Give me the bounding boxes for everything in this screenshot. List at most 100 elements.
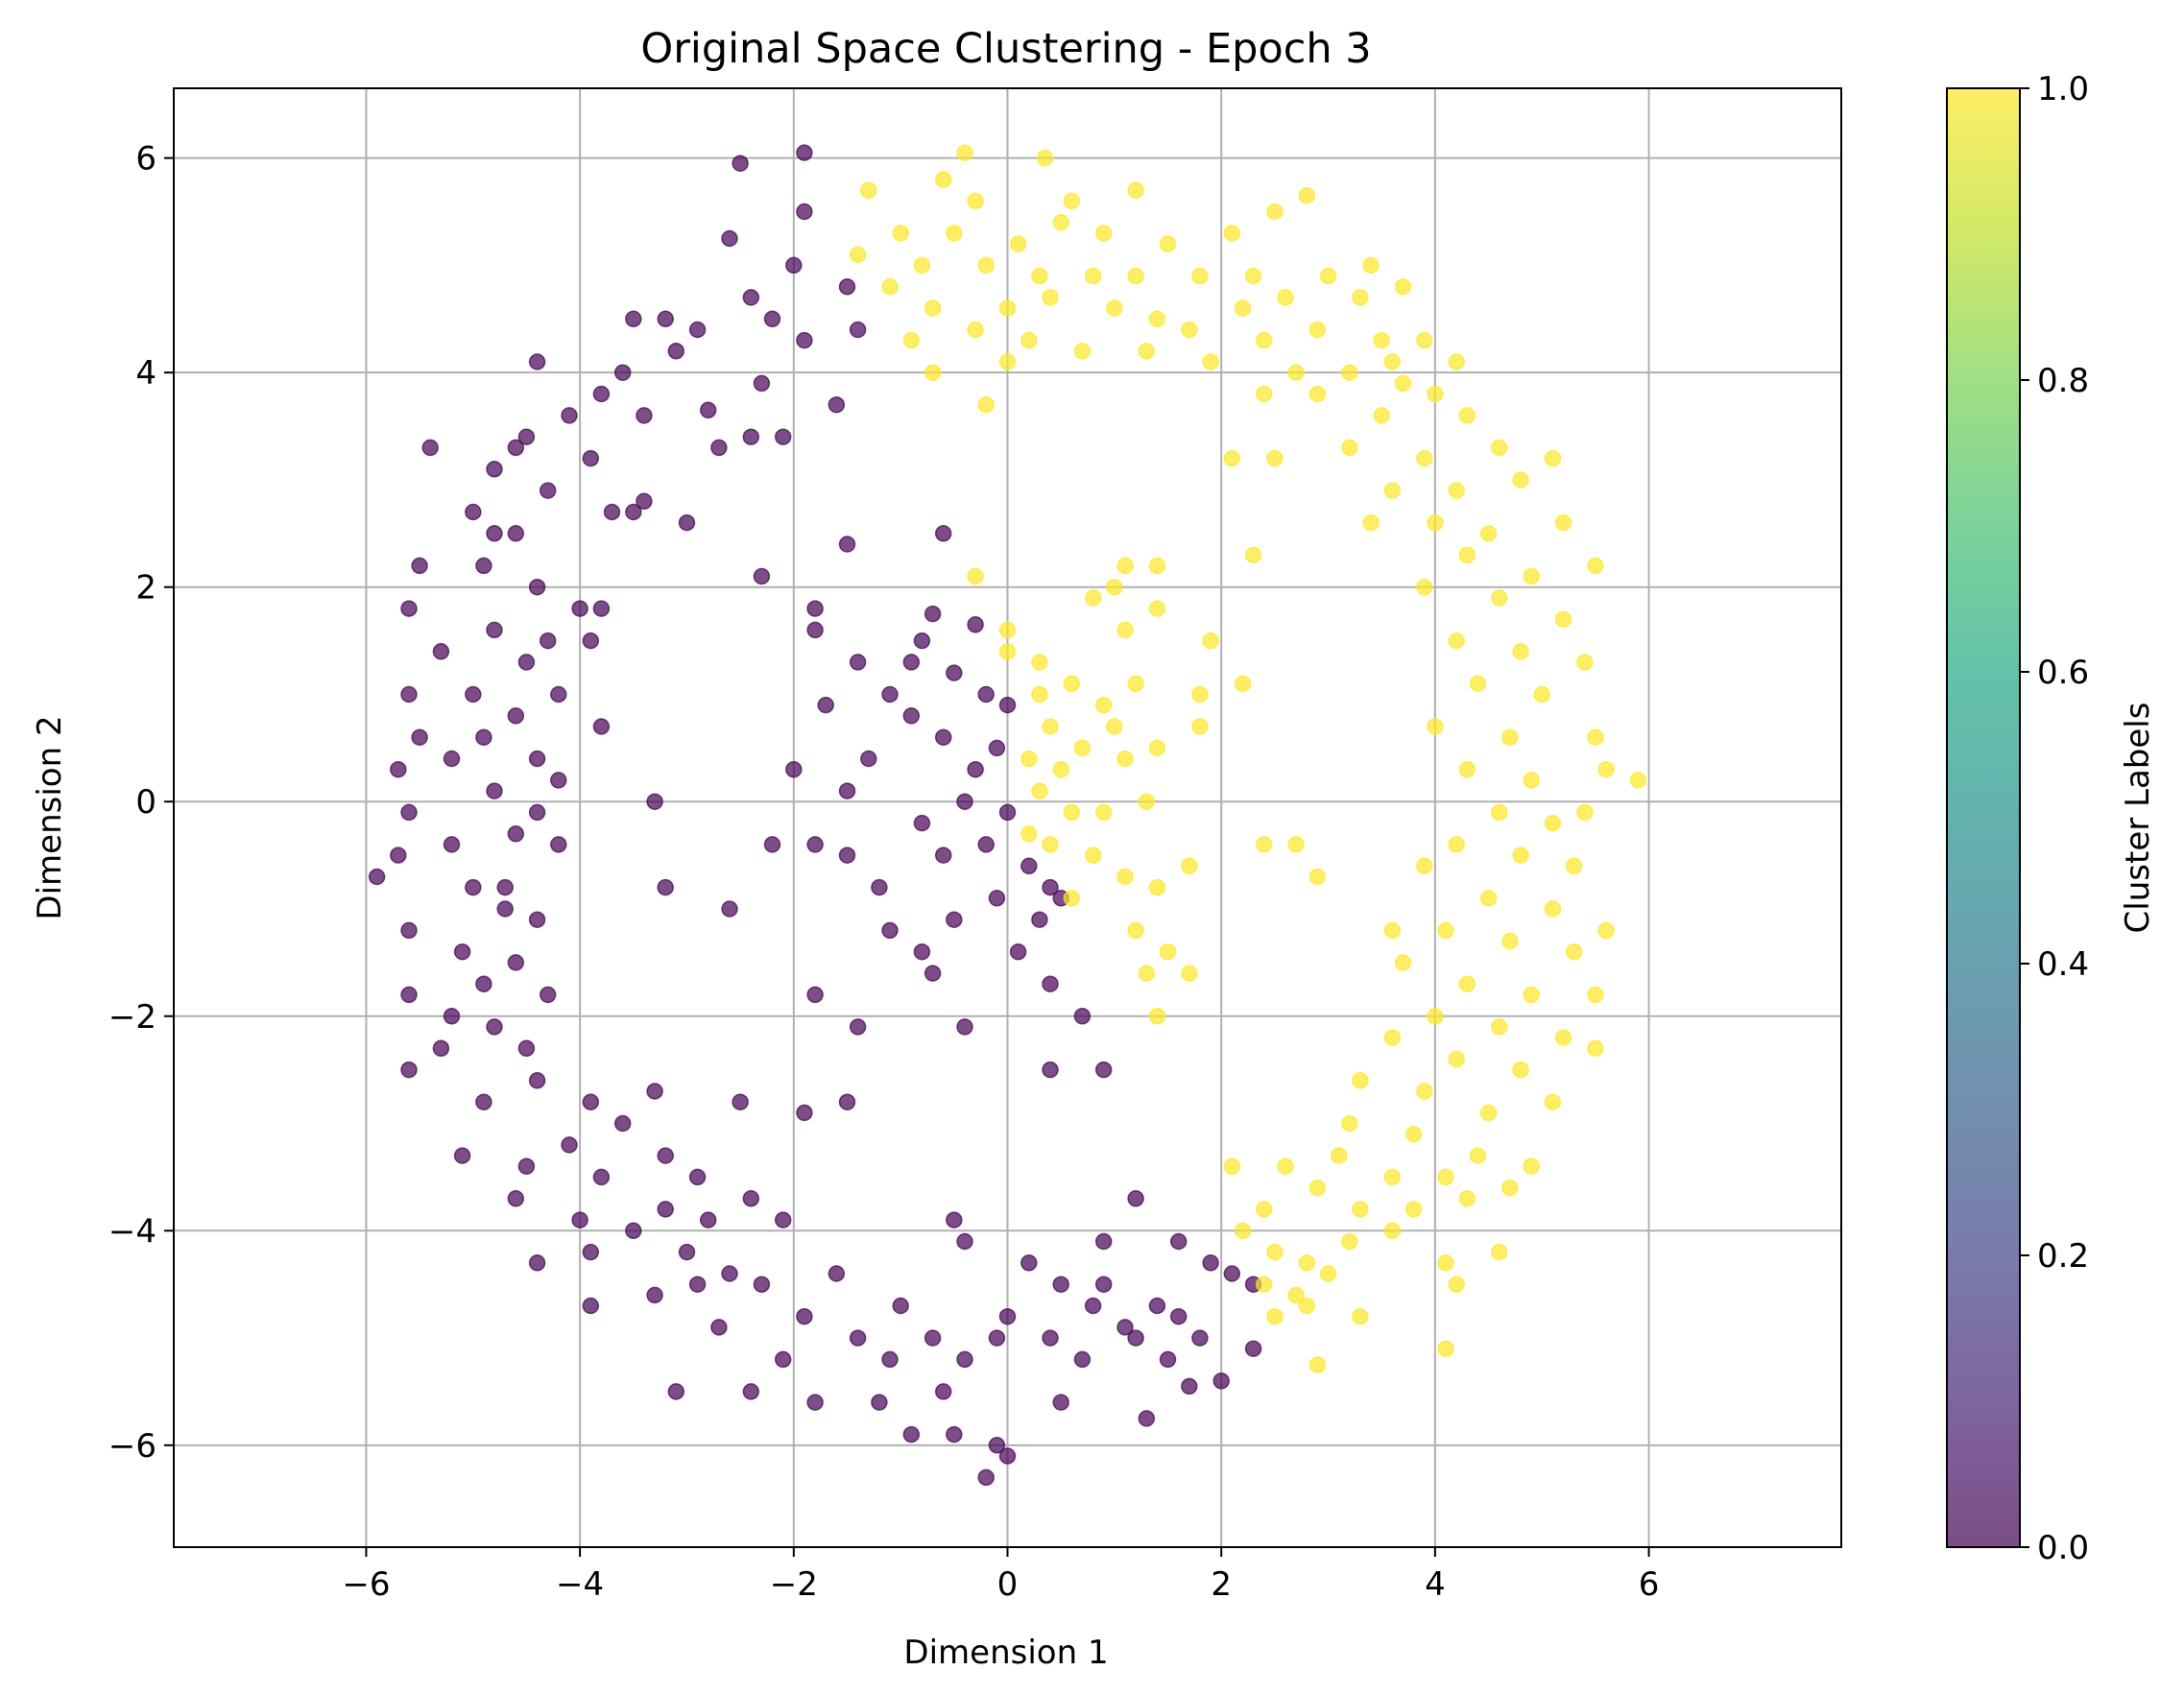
scatter-point-cluster-1 [1287, 1286, 1305, 1304]
scatter-point-cluster-0 [1094, 1061, 1113, 1079]
scatter-point-cluster-0 [667, 1383, 685, 1400]
scatter-point-cluster-1 [1544, 814, 1562, 832]
scatter-point-cluster-1 [1036, 149, 1054, 167]
scatter-point-cluster-1 [1255, 385, 1273, 403]
scatter-point-cluster-0 [421, 439, 439, 457]
scatter-point-cluster-0 [432, 643, 450, 660]
scatter-point-cluster-0 [828, 395, 846, 414]
scatter-point-cluster-1 [1223, 225, 1241, 242]
scatter-point-cluster-0 [871, 1394, 888, 1411]
scatter-point-cluster-0 [475, 557, 492, 575]
scatter-point-cluster-0 [507, 439, 525, 457]
y-tick-label: −2 [108, 998, 156, 1037]
scatter-point-cluster-1 [1587, 557, 1604, 575]
scatter-point-cluster-0 [475, 728, 492, 746]
scatter-point-cluster-1 [1523, 986, 1540, 1004]
colorbar-tick-label: 1.0 [2037, 70, 2089, 108]
scatter-point-cluster-1 [1565, 942, 1583, 961]
scatter-point-cluster-0 [838, 536, 856, 553]
scatter-point-cluster-1 [1501, 728, 1519, 746]
scatter-point-cluster-0 [998, 1307, 1017, 1325]
scatter-point-cluster-1 [1148, 1008, 1166, 1025]
scatter-point-cluster-1 [1330, 1147, 1348, 1164]
scatter-point-cluster-0 [507, 825, 525, 843]
scatter-point-cluster-1 [1416, 857, 1433, 875]
scatter-point-cluster-1 [1490, 1243, 1508, 1261]
scatter-point-cluster-1 [1042, 289, 1059, 306]
scatter-point-cluster-1 [1234, 299, 1252, 317]
scatter-point-cluster-0 [1116, 1319, 1134, 1336]
scatter-point-cluster-1 [1138, 965, 1156, 982]
scatter-point-cluster-0 [871, 878, 888, 896]
scatter-point-cluster-0 [550, 685, 567, 704]
scatter-point-cluster-0 [657, 1201, 674, 1218]
scatter-point-cluster-1 [1404, 1125, 1423, 1143]
scatter-point-cluster-1 [1341, 1114, 1358, 1133]
scatter-point-cluster-0 [881, 921, 899, 940]
scatter-point-cluster-1 [967, 567, 984, 585]
scatter-point-cluster-1 [1308, 385, 1327, 403]
scatter-point-cluster-0 [956, 1232, 973, 1251]
scatter-point-cluster-1 [1587, 728, 1604, 746]
scatter-point-cluster-1 [1255, 1276, 1273, 1293]
scatter-point-cluster-0 [475, 975, 492, 992]
scatter-point-cluster-1 [1416, 331, 1433, 349]
scatter-point-cluster-1 [1554, 513, 1572, 532]
scatter-point-cluster-0 [742, 428, 760, 445]
scatter-point-cluster-1 [1416, 449, 1433, 467]
scatter-point-cluster-0 [742, 1383, 760, 1400]
scatter-point-cluster-0 [517, 1157, 536, 1175]
scatter-point-cluster-0 [1223, 1265, 1241, 1282]
scatter-point-cluster-0 [368, 868, 386, 886]
scatter-point-cluster-1 [1277, 289, 1294, 306]
scatter-point-cluster-1 [1063, 803, 1081, 822]
scatter-point-cluster-0 [998, 803, 1017, 822]
scatter-point-cluster-0 [1169, 1307, 1188, 1325]
scatter-point-cluster-1 [1437, 1254, 1454, 1272]
scatter-point-cluster-1 [1020, 750, 1038, 768]
scatter-point-cluster-0 [539, 632, 557, 650]
scatter-point-cluster-1 [1383, 353, 1402, 370]
scatter-point-cluster-1 [1009, 235, 1027, 252]
scatter-point-cluster-0 [806, 1394, 824, 1411]
scatter-point-cluster-1 [1073, 739, 1092, 757]
scatter-point-cluster-0 [946, 664, 963, 681]
scatter-point-cluster-1 [1127, 921, 1144, 940]
scatter-point-cluster-0 [1042, 1329, 1059, 1347]
scatter-point-cluster-1 [1052, 213, 1069, 231]
scatter-point-cluster-0 [1052, 1394, 1069, 1411]
x-tick-label: −6 [342, 1565, 390, 1604]
scatter-point-cluster-0 [1138, 1410, 1156, 1427]
scatter-point-cluster-1 [1106, 718, 1123, 735]
scatter-point-cluster-0 [913, 632, 931, 650]
scatter-point-cluster-0 [838, 1093, 856, 1110]
scatter-point-cluster-0 [517, 1039, 536, 1058]
scatter-point-cluster-1 [1469, 1147, 1487, 1164]
scatter-point-cluster-0 [539, 482, 557, 499]
scatter-point-cluster-0 [1052, 1276, 1069, 1293]
scatter-point-cluster-1 [946, 225, 963, 242]
chart-title: Original Space Clustering - Epoch 3 [640, 25, 1371, 73]
scatter-point-cluster-1 [1352, 289, 1369, 306]
scatter-point-cluster-1 [1031, 267, 1048, 285]
scatter-point-cluster-0 [528, 1072, 546, 1089]
scatter-point-cluster-1 [1469, 675, 1487, 693]
scatter-point-cluster-1 [1383, 921, 1402, 940]
scatter-point-cluster-0 [443, 750, 461, 768]
scatter-point-cluster-0 [486, 1018, 503, 1036]
colorbar-tick-label: 0.0 [2037, 1529, 2089, 1567]
scatter-point-cluster-1 [1394, 278, 1412, 296]
scatter-point-cluster-1 [1138, 343, 1156, 360]
scatter-point-cluster-0 [517, 654, 536, 671]
scatter-point-cluster-0 [582, 632, 600, 650]
scatter-point-cluster-0 [561, 407, 578, 424]
scatter-point-cluster-1 [934, 171, 952, 188]
scatter-point-cluster-1 [1341, 439, 1358, 457]
scatter-point-cluster-0 [956, 1350, 973, 1369]
scatter-point-cluster-0 [400, 803, 418, 822]
scatter-point-cluster-1 [1416, 1083, 1433, 1100]
scatter-point-cluster-1 [1266, 1307, 1284, 1325]
scatter-point-cluster-0 [582, 1243, 600, 1261]
scatter-point-cluster-0 [881, 1350, 899, 1369]
scatter-point-cluster-1 [1352, 1072, 1369, 1089]
